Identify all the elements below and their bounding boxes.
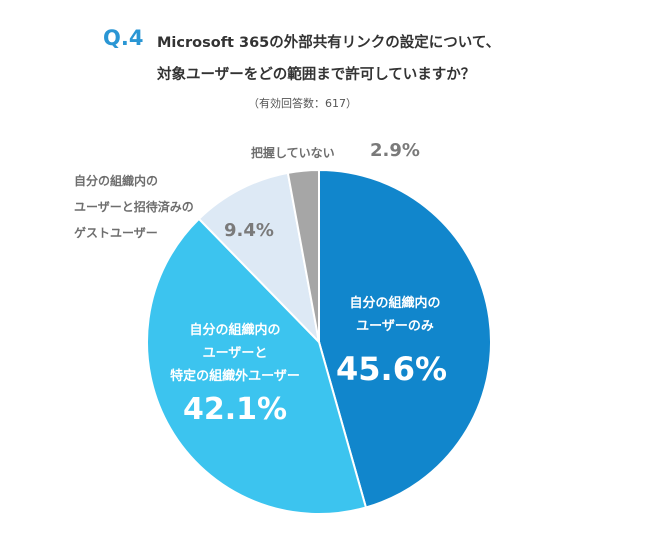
slice-value-org-and-external: 42.1%: [183, 392, 288, 427]
slice-value-org-only: 45.6%: [336, 350, 448, 388]
slice-label-org-and-external: 自分の組織内の ユーザーと 特定の組織外ユーザー: [150, 319, 320, 388]
slice-value-unknown: 2.9%: [370, 140, 420, 161]
slice-label-line: ユーザーのみ: [356, 319, 434, 334]
slice-label-org-only: 自分の組織内の ユーザーのみ: [330, 292, 460, 338]
slice-label-line: 自分の組織内の: [189, 323, 281, 338]
slice-value-guest: 9.4%: [224, 220, 274, 241]
pie-slice-org-only: [318, 168, 492, 509]
respondent-count: （有効回答数：617）: [248, 97, 357, 110]
slice-label-line: 自分の組織内の: [349, 296, 441, 311]
question-text-line1: Microsoft 365の外部共有リンクの設定について、: [157, 35, 501, 51]
question-number: Q.4: [103, 26, 144, 50]
slice-label-line: 自分の組織内の: [74, 174, 159, 188]
pie-slice-org-and-external: [146, 217, 368, 515]
slice-label-line: ユーザーと: [202, 346, 268, 361]
pie-slice-guest: [197, 171, 321, 346]
pie-slice-unknown: [286, 168, 320, 343]
slice-label-line: 特定の組織外ユーザー: [170, 369, 300, 384]
slice-label-guest: 自分の組織内の ユーザーと招待済みの ゲストユーザー: [74, 168, 194, 246]
slice-label-line: ゲストユーザー: [74, 226, 158, 240]
question-text-line2: 対象ユーザーをどの範囲まで許可していますか？: [157, 67, 476, 83]
slice-label-line: ユーザーと招待済みの: [74, 200, 194, 214]
slice-label-unknown: 把握していない: [251, 146, 335, 160]
